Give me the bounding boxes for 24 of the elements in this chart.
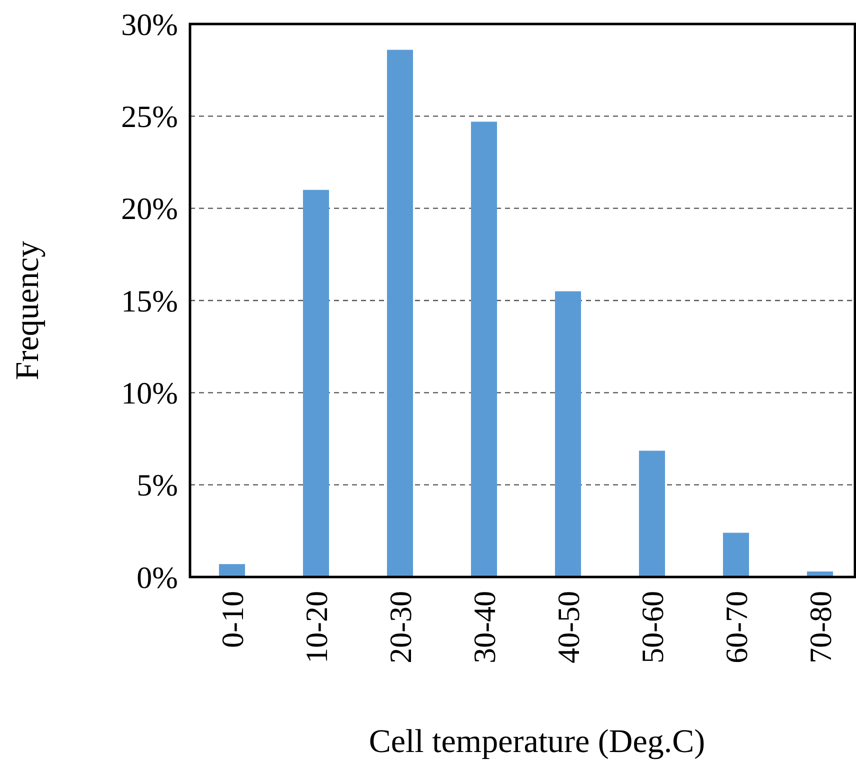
x-tick-label: 60-70 <box>718 591 754 664</box>
x-tick-label: 70-80 <box>802 591 838 664</box>
bar <box>218 564 246 577</box>
bar <box>722 532 750 577</box>
bar <box>302 190 330 577</box>
y-tick-label: 15% <box>121 283 178 318</box>
y-tick-label: 5% <box>136 468 178 503</box>
y-tick-label: 25% <box>121 99 178 134</box>
bar <box>554 291 582 577</box>
y-tick-label: 20% <box>121 191 178 226</box>
x-tick-label: 40-50 <box>550 591 586 664</box>
x-tick-label: 50-60 <box>634 591 670 664</box>
x-tick-label: 10-20 <box>298 591 334 664</box>
y-axis-title: Frequency <box>10 240 46 380</box>
bar <box>470 122 498 577</box>
bar <box>386 50 414 577</box>
y-tick-label: 10% <box>121 376 178 411</box>
y-tick-label: 30% <box>121 6 178 42</box>
x-tick-label: 20-30 <box>382 591 418 664</box>
x-tick-label: 0-10 <box>214 591 250 648</box>
bar <box>638 450 666 577</box>
y-tick-label: 0% <box>136 560 178 595</box>
x-axis-title: Cell temperature (Deg.C) <box>368 724 706 760</box>
x-tick-label: 30-40 <box>466 591 502 664</box>
